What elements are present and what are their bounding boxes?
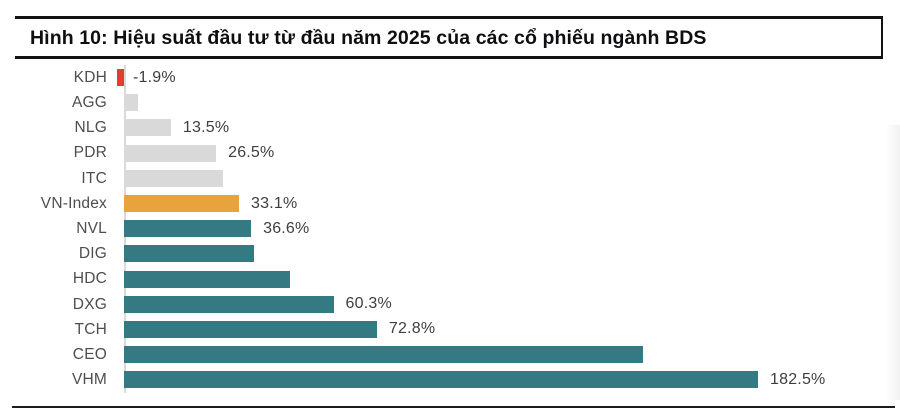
bar-vhm [124,371,758,389]
plot-area: 72.8% [110,320,884,338]
chart-row-dxg: DXG 60.3% [0,292,884,317]
value-label-dxg: 60.3% [345,295,392,313]
category-label-ceo: CEO [72,345,107,363]
bar-dig [124,245,254,263]
bar-vn-index [124,195,239,213]
bar-itc [124,169,223,187]
chart-row-hdc: HDC [0,267,884,292]
chart-row-kdh: KDH -1.9% [0,65,884,90]
plot-area [110,270,884,288]
plot-area [110,346,884,364]
bar-ceo [124,346,644,364]
bar-kdh [117,69,124,87]
scroll-edge-artifact [885,125,900,400]
bar-hdc [124,270,291,288]
bar-dxg [124,295,334,313]
plot-area: 33.1% [110,194,884,213]
bottom-rule [12,406,895,408]
value-label-nvl: 36.6% [263,219,310,237]
category-label-vn-index: VN-Index [40,194,107,212]
chart-rows: KDH -1.9% AGG NLG 13.5% PDR 26.5% ITC VN-Index 33… [0,65,884,392]
chart-row-nvl: NVL 36.6% [0,216,884,241]
figure-title-box: Hình 10: Hiệu suất đầu tư từ đầu năm 202… [15,16,883,59]
chart-row-vhm: VHM 182.5% [0,367,884,392]
category-label-nlg: NLG [74,119,107,137]
bar-chart: KDH -1.9% AGG NLG 13.5% PDR 26.5% ITC VN-Index 33… [0,65,884,393]
chart-row-itc: ITC [0,166,884,191]
value-label-vn-index: 33.1% [251,194,298,212]
category-label-kdh: KDH [73,68,107,86]
value-label-vhm: 182.5% [770,370,826,388]
category-label-itc: ITC [81,169,107,187]
category-label-pdr: PDR [73,144,107,162]
category-label-dxg: DXG [72,295,107,313]
plot-area [110,94,884,112]
category-label-vhm: VHM [71,371,107,389]
chart-row-nlg: NLG 13.5% [0,115,884,140]
chart-row-ceo: CEO [0,342,884,367]
category-label-nvl: NVL [76,219,107,237]
plot-area: 182.5% [110,370,884,389]
plot-area: -1.9% [110,68,884,87]
value-label-kdh: -1.9% [133,68,176,86]
chart-row-dig: DIG [0,241,884,266]
bar-pdr [124,144,217,162]
bar-tch [124,320,377,338]
plot-area: 26.5% [110,144,884,162]
chart-row-tch: TCH 72.8% [0,317,884,342]
chart-row-pdr: PDR 26.5% [0,141,884,166]
value-label-tch: 72.8% [388,320,436,338]
plot-area: 60.3% [110,295,884,313]
value-label-nlg: 13.5% [182,118,230,136]
chart-row-vn-index: VN-Index 33.1% [0,191,884,216]
category-label-dig: DIG [78,245,107,263]
bar-nlg [124,119,171,137]
category-label-agg: AGG [71,94,107,112]
category-label-hdc: HDC [72,270,107,288]
plot-area [110,169,884,187]
bar-agg [124,94,138,112]
chart-row-agg: AGG [0,90,884,115]
plot-area: 36.6% [110,219,884,238]
value-label-pdr: 26.5% [228,144,275,162]
figure-title: Hình 10: Hiệu suất đầu tư từ đầu năm 202… [30,27,707,49]
bar-nvl [124,220,252,238]
plot-area [110,245,884,263]
plot-area: 13.5% [110,118,884,137]
category-label-tch: TCH [74,320,107,338]
